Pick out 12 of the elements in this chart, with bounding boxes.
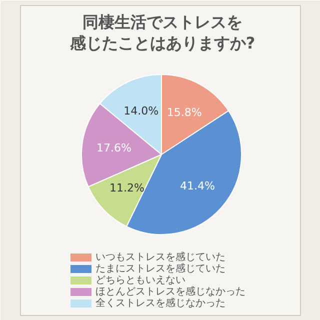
text: 同棲生活でストレスを <box>82 12 242 32</box>
data-label: 41.4% <box>180 180 215 193</box>
text: 感じたことはありますか? <box>70 34 256 52</box>
data-label: 17.6% <box>96 141 132 154</box>
legend-label: 全くストレスを感じなかった <box>96 297 226 309</box>
legend-label: どちらともいえない <box>96 275 186 286</box>
legend-label: いつもストレスを感じていた <box>96 251 226 263</box>
data-label: 11.2% <box>109 181 144 194</box>
legend-label: ほとんどストレスを感じなかった <box>96 286 246 298</box>
legend-label: たまにストレスを感じていた <box>96 262 226 274</box>
data-label: 14.0% <box>124 104 159 118</box>
data-label: 15.8% <box>166 106 202 119</box>
